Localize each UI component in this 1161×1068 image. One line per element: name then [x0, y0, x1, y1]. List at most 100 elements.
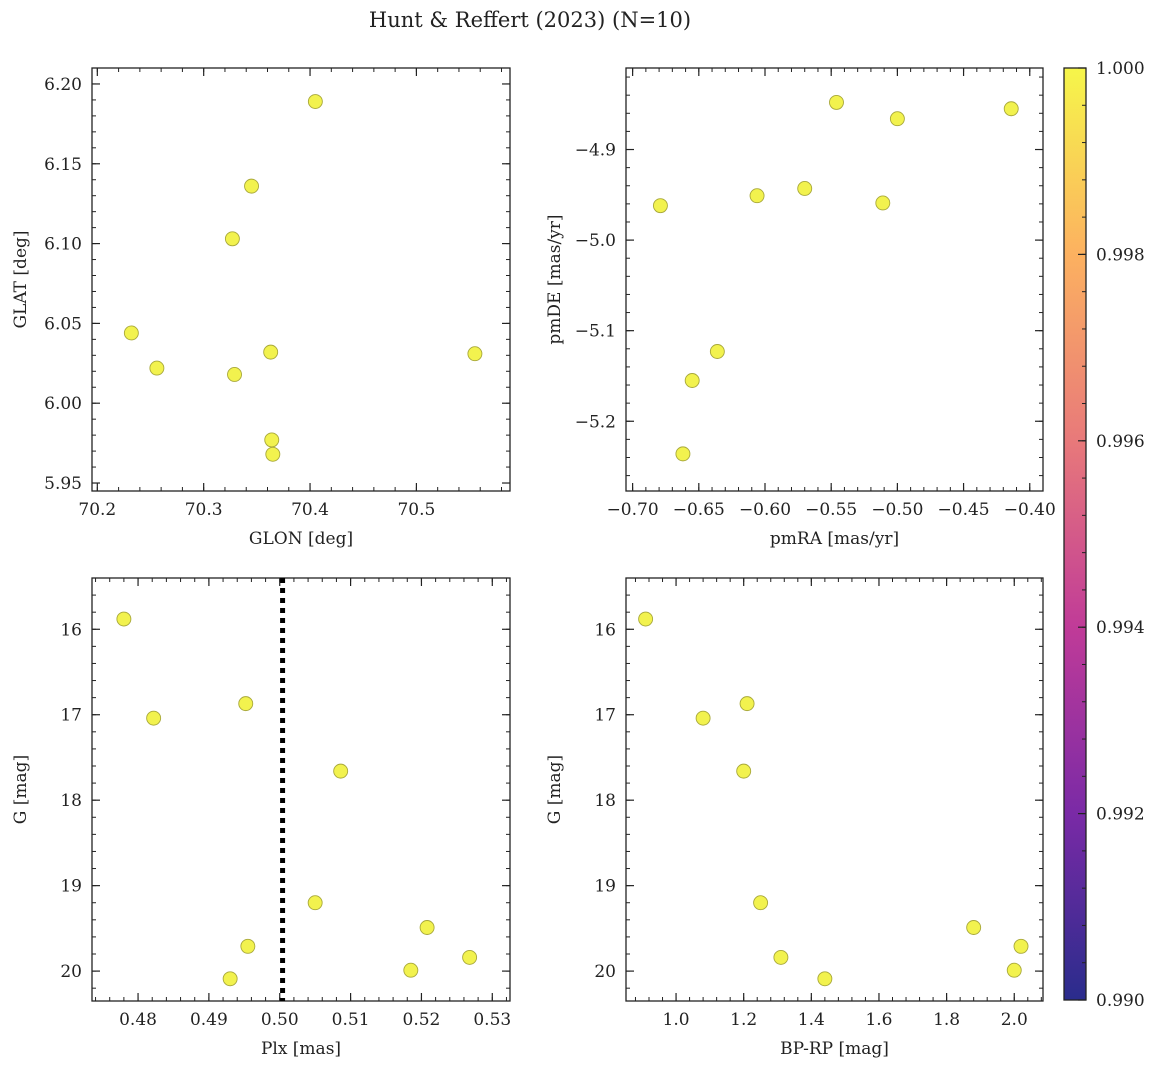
x-tick-label: −0.40: [1004, 500, 1056, 520]
data-point: [146, 710, 162, 726]
figure-title: Hunt & Reffert (2023) (N=10): [369, 8, 691, 32]
data-point: [684, 373, 700, 388]
y-tick-label: 6.05: [44, 314, 82, 334]
x-tick-label: −0.60: [739, 500, 791, 520]
data-point: [749, 188, 765, 204]
data-point: [753, 895, 769, 911]
y-tick-label: 16: [60, 620, 82, 640]
data-point: [238, 696, 254, 712]
x-tick-label: −0.65: [673, 500, 725, 520]
y-axis-label: G [mag]: [11, 755, 31, 824]
x-tick-label: −0.55: [805, 500, 857, 520]
data-point: [263, 344, 279, 360]
plot-frame: [625, 577, 1044, 1002]
y-tick-label: 17: [594, 706, 616, 726]
x-tick-label: 70.4: [291, 500, 329, 520]
data-point: [467, 346, 483, 362]
data-point: [695, 710, 711, 726]
data-point: [403, 962, 419, 978]
plot-frame: [91, 577, 511, 1002]
x-tick-label: 70.5: [397, 500, 435, 520]
colorbar-tick-label: 0.998: [1096, 245, 1145, 265]
y-tick-label: 19: [594, 877, 616, 897]
data-point: [736, 763, 752, 779]
colorbar-tick-label: 1.000: [1096, 59, 1145, 79]
y-tick-label: −5.0: [575, 231, 616, 251]
x-axis-label: Plx [mas]: [261, 1039, 341, 1059]
data-point: [123, 325, 139, 341]
x-tick-label: 1.2: [730, 1010, 757, 1030]
colorbar-gradient: [1063, 67, 1087, 1001]
x-tick-label: 1.0: [663, 1010, 690, 1030]
y-tick-label: −5.2: [575, 412, 616, 432]
data-point: [116, 611, 132, 627]
data-point: [224, 231, 240, 247]
colorbar-tick-label: 0.992: [1096, 805, 1145, 825]
colorbar-tick-label: 0.990: [1096, 991, 1145, 1011]
data-point: [462, 949, 478, 965]
data-point: [1003, 101, 1019, 117]
y-tick-label: 20: [60, 962, 82, 982]
y-tick-label: 16: [594, 620, 616, 640]
x-axis-label: pmRA [mas/yr]: [770, 529, 899, 549]
colorbar-tick-label: 0.994: [1096, 618, 1145, 638]
x-tick-label: −0.50: [871, 500, 923, 520]
colorbar: 0.990 0.992 0.994 0.996 0.998 1.000: [1063, 59, 1145, 1011]
y-tick-label: 6.15: [44, 155, 82, 175]
x-tick-label: 70.2: [78, 500, 116, 520]
data-point: [773, 949, 789, 965]
x-tick-label: 0.51: [332, 1010, 370, 1030]
y-tick-label: −5.1: [575, 322, 616, 342]
data-point: [419, 920, 435, 935]
panel-2: −0.70 −0.65 −0.60 −0.55 −0.50 −0.45 −0.40 −5.2 −…: [545, 67, 1056, 549]
data-point: [227, 367, 242, 382]
data-point: [307, 94, 323, 109]
y-tick-label: 17: [60, 706, 82, 726]
x-tick-label: 1.8: [933, 1010, 960, 1030]
data-point: [829, 94, 844, 110]
data-point: [149, 360, 165, 376]
y-tick-label: 5.95: [44, 474, 82, 494]
x-tick-label: −0.45: [938, 500, 990, 520]
x-tick-label: 0.53: [473, 1010, 511, 1030]
x-axis-label: BP-RP [mag]: [780, 1039, 889, 1059]
data-point: [222, 971, 238, 987]
data-point: [797, 181, 813, 196]
data-point: [739, 696, 755, 712]
data-point: [264, 432, 280, 448]
x-tick-label: 1.4: [798, 1010, 825, 1030]
y-tick-label: 18: [60, 791, 82, 811]
plot-frame: [91, 67, 511, 492]
data-point: [1013, 938, 1029, 954]
data-point: [240, 938, 256, 954]
x-tick-label: 0.52: [403, 1010, 441, 1030]
data-point: [817, 971, 833, 987]
data-point: [1006, 962, 1022, 978]
y-tick-label: 19: [60, 877, 82, 897]
x-tick-label: −0.70: [607, 500, 659, 520]
y-tick-label: 18: [594, 791, 616, 811]
y-tick-label: 6.00: [44, 394, 82, 414]
data-point: [244, 178, 259, 194]
y-axis-label: pmDE [mas/yr]: [545, 214, 565, 344]
panel-4: 1.0 1.2 1.4 1.6 1.8 2.0 16 17 18 19 20 BP-RP [mag] G…: [545, 577, 1044, 1059]
data-point: [966, 920, 982, 935]
y-axis-label: G [mag]: [545, 755, 565, 824]
data-point: [675, 446, 691, 462]
panel-3: 0.48 0.49 0.50 0.51 0.52 0.53 16 17 18 19 20 Plx [m…: [11, 577, 511, 1059]
y-tick-label: −4.9: [575, 141, 616, 161]
y-axis-label: GLAT [deg]: [11, 230, 31, 328]
y-tick-label: 6.10: [44, 235, 82, 255]
x-tick-label: 2.0: [1001, 1010, 1028, 1030]
data-point: [307, 895, 323, 911]
x-axis-label: GLON [deg]: [249, 529, 353, 549]
data-point: [265, 446, 281, 462]
x-tick-label: 0.50: [261, 1010, 299, 1030]
x-tick-label: 70.3: [185, 500, 223, 520]
y-tick-label: 6.20: [44, 75, 82, 95]
data-point: [333, 763, 349, 779]
data-point: [652, 198, 668, 214]
data-point: [875, 195, 891, 211]
data-point: [709, 344, 725, 359]
